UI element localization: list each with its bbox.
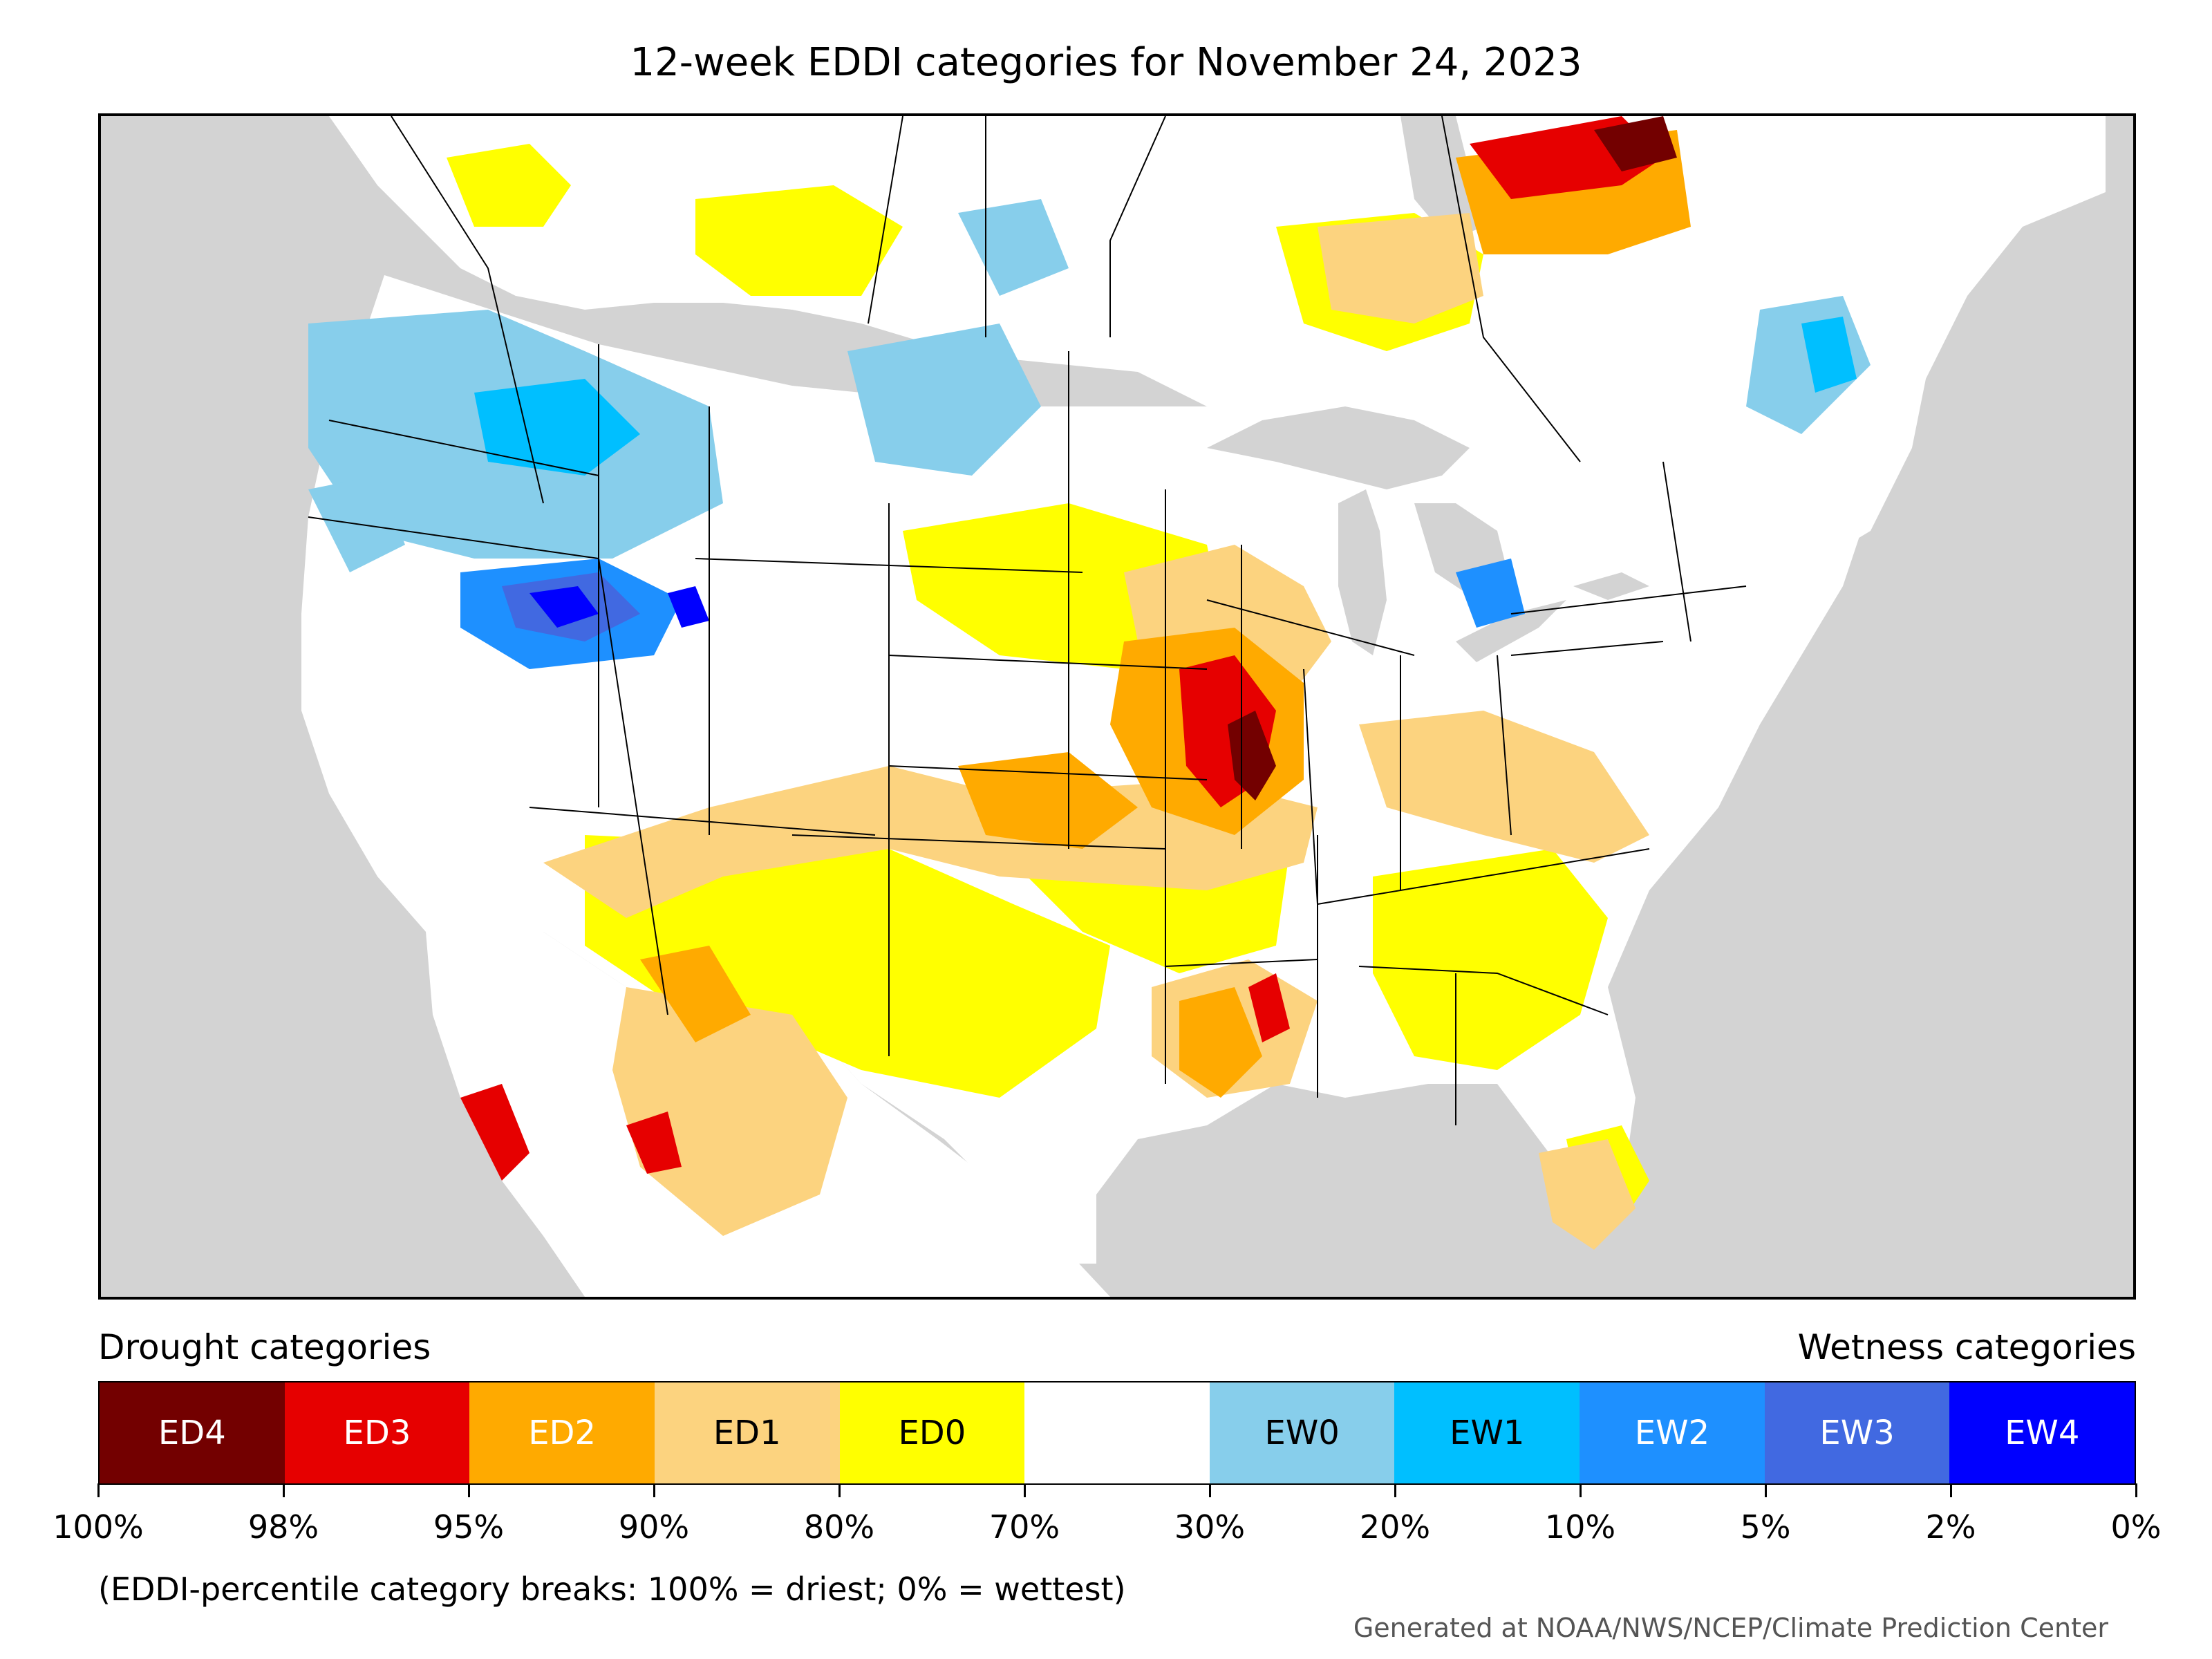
colorbar-tick	[653, 1483, 655, 1497]
colorbar-tick-label: 80%	[803, 1508, 875, 1546]
colorbar-tick-label: 5%	[1740, 1508, 1791, 1546]
colorbar-tick-label: 10%	[1544, 1508, 1616, 1546]
colorbar-tick-label: 100%	[53, 1508, 144, 1546]
colorbar-tick	[1394, 1483, 1396, 1497]
colorbar-tick	[1209, 1483, 1211, 1497]
colorbar-tick-label: 0%	[2110, 1508, 2162, 1546]
colorbar-ticks	[97, 1483, 2137, 1497]
ed4-region	[1594, 116, 1677, 171]
map-title: 12-week EDDI categories for November 24,…	[630, 40, 1582, 85]
ed1-region	[1359, 711, 1649, 863]
lake-superior	[1207, 406, 1470, 489]
colorbar-cell-ew1: EW1	[1394, 1382, 1580, 1483]
state-borders	[308, 116, 1747, 1125]
ed0-region	[1373, 849, 1608, 1070]
ed0-region	[585, 835, 1110, 1098]
ed1-region	[1318, 213, 1483, 324]
drought-categories-heading: Drought categories	[98, 1327, 431, 1367]
ed1-region	[1539, 1139, 1635, 1250]
colorbar-cell-ew3: EW3	[1764, 1382, 1950, 1483]
colorbar-tick	[1765, 1483, 1767, 1497]
lake-ontario	[1573, 572, 1649, 600]
credit-line: Generated at NOAA/NWS/NCEP/Climate Predi…	[1353, 1613, 2108, 1643]
ed0-region	[695, 185, 903, 296]
colorbar-cell-ew2: EW2	[1580, 1382, 1765, 1483]
ed2-region	[640, 946, 751, 1042]
colorbar-tick	[1950, 1483, 1952, 1497]
ed2-region	[1179, 987, 1262, 1098]
ed3-region	[460, 1084, 529, 1181]
baja-land	[433, 946, 585, 1250]
lake-michigan	[1338, 489, 1387, 655]
colorbar-cell-ed1: ED1	[654, 1382, 840, 1483]
colorbar-tick	[838, 1483, 841, 1497]
colorbar-tick-label: 20%	[1359, 1508, 1431, 1546]
colorbar-tick	[468, 1483, 470, 1497]
colorbar-tick	[1580, 1483, 1582, 1497]
colorbar-cell-ed2: ED2	[469, 1382, 655, 1483]
colorbar-tick-label: 98%	[247, 1508, 319, 1546]
ed0-region	[447, 144, 571, 227]
colorbar-tick	[283, 1483, 285, 1497]
colorbar-tick	[1024, 1483, 1026, 1497]
hudson-bay-south	[1400, 116, 1483, 241]
ed4-region	[1228, 711, 1276, 800]
eddi-categories	[308, 116, 1871, 1250]
ed2-region	[958, 752, 1138, 849]
colorbar-tick-label: 90%	[618, 1508, 690, 1546]
colorbar-cell-ew4: EW4	[1949, 1382, 2135, 1483]
ed3-region	[1248, 973, 1290, 1042]
colorbar-cell-ed0: ED0	[839, 1382, 1025, 1483]
colorbar-cell-ed3: ED3	[284, 1382, 470, 1483]
colorbar-tick	[2135, 1483, 2137, 1497]
ew4-region	[529, 586, 599, 628]
colorbar-tick-label: 70%	[988, 1508, 1060, 1546]
ed1-region	[612, 987, 847, 1236]
colorbar-tick-label: 2%	[1925, 1508, 1976, 1546]
colorbar-tick-label: 95%	[433, 1508, 505, 1546]
lake-erie	[1456, 600, 1566, 662]
category-colorbar: ED4 ED3 ED2 ED1 ED0 EW0 EW1 EW2 EW3 EW4	[98, 1381, 2136, 1485]
wetness-categories-heading: Wetness categories	[1797, 1327, 2136, 1367]
colorbar-cell-ew0: EW0	[1209, 1382, 1395, 1483]
colorbar-tick-label: 30%	[1174, 1508, 1246, 1546]
colorbar-cell-ed4: ED4	[100, 1382, 285, 1483]
ed3-region	[626, 1112, 682, 1174]
eddi-map	[98, 113, 2136, 1300]
ew4-region	[668, 586, 709, 628]
category-breaks-note: (EDDI-percentile category breaks: 100% =…	[98, 1571, 1126, 1608]
colorbar-tick	[97, 1483, 100, 1497]
ew1-region	[1801, 317, 1857, 393]
colorbar-cell-neutral	[1024, 1382, 1210, 1483]
ew2-region	[1456, 559, 1525, 628]
ew0-region	[847, 324, 1041, 476]
